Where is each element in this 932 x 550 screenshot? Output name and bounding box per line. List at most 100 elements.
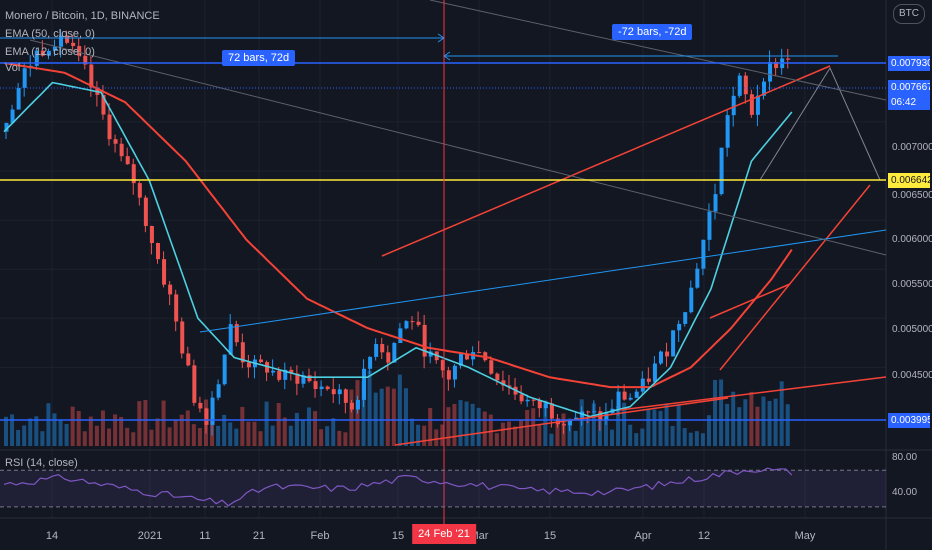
candle-body — [640, 378, 645, 392]
volume-bar — [222, 414, 227, 446]
volume-bar — [361, 381, 366, 446]
volume-bar — [494, 433, 499, 446]
currency-badge[interactable]: BTC — [893, 4, 925, 24]
volume-bar — [422, 425, 427, 446]
candle-body — [737, 75, 742, 96]
candle-body — [59, 35, 64, 47]
candle-body — [4, 122, 9, 132]
x-tick-label: 21 — [252, 530, 266, 542]
y-tick-label: 0.006500 — [892, 190, 932, 201]
volume-legend[interactable]: Vol — [5, 62, 21, 74]
ema12-line[interactable] — [3, 81, 793, 418]
candle-body — [307, 375, 312, 382]
candle-body — [34, 50, 39, 66]
volume-bar — [58, 419, 63, 446]
volume-bar — [416, 424, 421, 446]
volume-bar — [10, 414, 15, 446]
volume-bar — [4, 416, 8, 446]
volume-bar — [313, 411, 318, 446]
candle-body — [355, 399, 360, 410]
volume-bar — [664, 403, 669, 446]
volume-bar — [737, 407, 742, 446]
candle-body — [416, 321, 421, 325]
volume-bar — [785, 404, 790, 446]
candle-body — [774, 62, 779, 69]
volume-bar — [749, 391, 754, 446]
candle-body — [537, 400, 542, 409]
volume-bar — [88, 416, 93, 446]
candle-body — [22, 68, 27, 88]
trendline-blue[interactable] — [199, 229, 887, 333]
volume-bar — [391, 388, 396, 446]
range-label-left[interactable]: 72 bars, 72d — [222, 50, 296, 66]
trendline-steep[interactable] — [719, 184, 871, 371]
trendline-grey[interactable] — [29, 39, 887, 256]
volume-bar — [500, 422, 505, 446]
candle-body — [768, 62, 773, 82]
volume-bar — [591, 403, 596, 446]
candle-body — [107, 114, 112, 140]
rsi-legend[interactable]: RSI (14, close) — [5, 457, 78, 469]
candle-body — [604, 413, 609, 421]
volume-bar — [179, 414, 184, 446]
volume-bar — [343, 432, 348, 446]
trendline-fast[interactable] — [709, 283, 791, 319]
volume-bar — [94, 425, 99, 446]
trendline-upper[interactable] — [381, 65, 831, 257]
candle-body — [46, 50, 51, 56]
candle-body — [459, 353, 463, 366]
rsi-line[interactable] — [3, 467, 793, 507]
volume-bar — [349, 389, 354, 446]
candle-body — [143, 197, 148, 226]
volume-bar — [16, 429, 21, 446]
volume-bar — [22, 425, 27, 446]
candle-body — [549, 403, 554, 419]
volume-bar — [628, 424, 633, 446]
candle-body — [180, 321, 185, 354]
countdown-tag: 06:42 — [888, 95, 930, 110]
volume-bar — [246, 421, 251, 446]
volume-bar — [161, 400, 166, 446]
y-tick-label: 0.007000 — [892, 142, 932, 153]
volume-bar — [325, 426, 330, 446]
candle-body — [313, 381, 318, 390]
volume-bar — [34, 416, 39, 446]
volume-bar — [410, 418, 415, 446]
volume-bar — [622, 402, 627, 446]
trendline-lower[interactable] — [394, 397, 729, 446]
x-tick-label: 11 — [199, 530, 211, 542]
candle-body — [671, 330, 676, 357]
trendline-grey-top[interactable] — [429, 0, 887, 101]
trendline-support[interactable] — [619, 376, 887, 411]
candle-body — [77, 46, 82, 56]
volume-bar — [70, 406, 75, 446]
ema50-line[interactable] — [3, 61, 793, 389]
candle-body — [404, 321, 409, 329]
x-tick-label: May — [794, 530, 816, 542]
volume-bar — [294, 412, 299, 446]
ema12-legend[interactable]: EMA (12, close, 0) — [5, 46, 95, 58]
ema50-legend[interactable]: EMA (50, close, 0) — [5, 28, 95, 40]
candle-body — [65, 35, 70, 43]
candle-body — [689, 287, 694, 313]
volume-bar — [646, 409, 651, 446]
volume-bar — [470, 403, 475, 446]
volume-bar — [252, 421, 257, 446]
x-tick-label: 14 — [45, 530, 59, 542]
volume-bar — [428, 407, 433, 446]
candle-body — [628, 397, 633, 400]
candle-body — [465, 353, 470, 360]
volume-bar — [125, 427, 130, 446]
x-tick-label: Feb — [310, 530, 330, 542]
candle-body — [362, 368, 367, 400]
candle-body — [786, 58, 791, 60]
volume-bar — [234, 428, 239, 446]
candle-body — [616, 391, 621, 409]
candle-body — [137, 183, 142, 198]
volume-bar — [258, 431, 263, 446]
range-label-right[interactable]: -72 bars, -72d — [612, 24, 693, 40]
volume-bar — [319, 429, 324, 446]
projection-path[interactable] — [759, 66, 881, 181]
candle-body — [319, 386, 324, 390]
